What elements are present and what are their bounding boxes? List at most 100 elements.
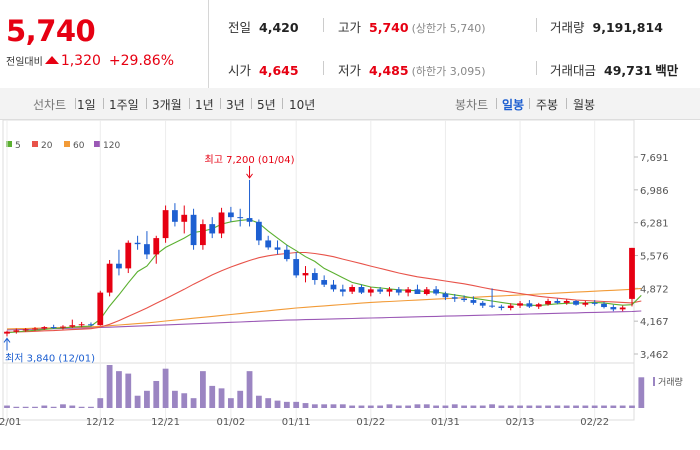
low-arrow-head [3, 337, 11, 343]
candle-body [405, 289, 412, 293]
candle-body [78, 324, 85, 326]
candle-body [116, 263, 122, 269]
candle-body [395, 289, 402, 293]
candle-body [302, 273, 309, 276]
x-tick-label: 01/02 [216, 417, 245, 428]
prev-close-value: 4,420 [259, 20, 299, 35]
low-value: 4,485 [369, 63, 409, 78]
legend-swatch [64, 141, 70, 147]
candle-body [32, 328, 38, 330]
candle-body [153, 238, 160, 255]
volume-bar [218, 388, 225, 408]
volume-bar [22, 406, 29, 408]
candle-body [41, 327, 48, 329]
volume-bar [414, 404, 421, 408]
candle-body [461, 298, 467, 301]
candle-body [442, 293, 449, 298]
volume-bar [479, 405, 486, 408]
ma120-line [6, 310, 642, 331]
toolbar-separator [566, 98, 567, 109]
volume-value: 9,191,814 [592, 20, 663, 35]
candle-body [339, 289, 346, 292]
candle-body [4, 331, 10, 334]
x-tick-label: 01/31 [431, 417, 460, 428]
candle-body [265, 240, 272, 248]
candle-body [13, 330, 20, 332]
volume-bar [638, 377, 645, 408]
legend-ma20: 20 [32, 141, 52, 151]
prev-close-cell: 전일 4,420 [228, 17, 299, 36]
volume-bar [32, 406, 38, 408]
candle-body [563, 300, 570, 303]
ma20-line [6, 251, 642, 333]
legend-label: 20 [41, 141, 53, 151]
open-cell: 시가 4,645 [228, 60, 299, 79]
y-tick-label: 7,691 [640, 153, 669, 164]
candle-monthly[interactable]: 월봉 [573, 98, 596, 112]
candle-body [358, 287, 365, 293]
candle-body [237, 217, 244, 219]
legend-ma5: 5 [6, 141, 21, 151]
volume-bar [78, 406, 85, 408]
candle-body [283, 249, 290, 260]
y-tick-label: 3,462 [640, 350, 669, 361]
candle-body [423, 289, 430, 295]
volume-bar [573, 405, 579, 408]
legend-swatch [6, 141, 12, 147]
volume-bar [507, 405, 514, 408]
volume-bar [535, 405, 542, 408]
candle-weekly[interactable]: 주봉 [536, 98, 559, 112]
lower-limit-note: (하한가 3,095) [411, 65, 486, 78]
candle-body [601, 303, 607, 308]
volume-bar [433, 405, 439, 408]
legend-label: 60 [73, 141, 85, 151]
volume-bar [237, 390, 244, 408]
toolbar-separator [496, 98, 497, 109]
volume-label: 거래량 [550, 20, 585, 35]
legend-label: 5 [15, 141, 21, 151]
volume-bar [321, 404, 328, 408]
volume-bar [200, 371, 206, 408]
volume-bar [358, 405, 365, 408]
volume-bar [377, 405, 384, 408]
volume-bar [4, 405, 10, 408]
candle-body [200, 224, 206, 246]
volume-bar [489, 404, 495, 408]
volume-bar [181, 393, 188, 408]
volume-bar [610, 405, 617, 408]
period-1y[interactable]: 1년 [195, 98, 214, 112]
volume-bar [582, 405, 589, 408]
y-tick-label: 6,986 [640, 186, 669, 197]
cell-separator [536, 18, 537, 32]
cell-separator [323, 61, 324, 75]
volume-bar [106, 365, 113, 408]
candle-daily[interactable]: 일봉 [502, 98, 525, 112]
candle-chart-label: 봉차트 [455, 98, 489, 112]
candle-body [274, 247, 281, 250]
toolbar-separator [282, 98, 283, 109]
candle-body [629, 247, 635, 299]
change-label: 전일대비 [6, 57, 43, 68]
volume-bar [470, 405, 477, 408]
volume-bar [125, 373, 132, 408]
period-1d[interactable]: 1일 [77, 98, 96, 112]
candle-body [367, 289, 374, 293]
up-arrow-icon [44, 56, 59, 64]
candle-body [60, 326, 66, 328]
period-5y[interactable]: 5년 [257, 98, 276, 112]
candle-body [227, 212, 234, 218]
open-value: 4,645 [259, 63, 299, 78]
period-10y[interactable]: 10년 [289, 98, 316, 112]
volume-bar [526, 405, 533, 408]
candle-body [591, 302, 598, 304]
volume-bar [144, 390, 150, 408]
volume-bar [349, 405, 356, 408]
volume-bar [69, 405, 76, 408]
period-3m[interactable]: 3개월 [152, 98, 182, 112]
candle-body [545, 300, 551, 305]
period-3y[interactable]: 3년 [226, 98, 245, 112]
high-cell: 고가 5,740 (상한가 5,740) [338, 17, 486, 36]
plot-frame [2, 120, 635, 421]
period-1w[interactable]: 1주일 [109, 98, 139, 112]
high-value: 5,740 [369, 20, 409, 35]
